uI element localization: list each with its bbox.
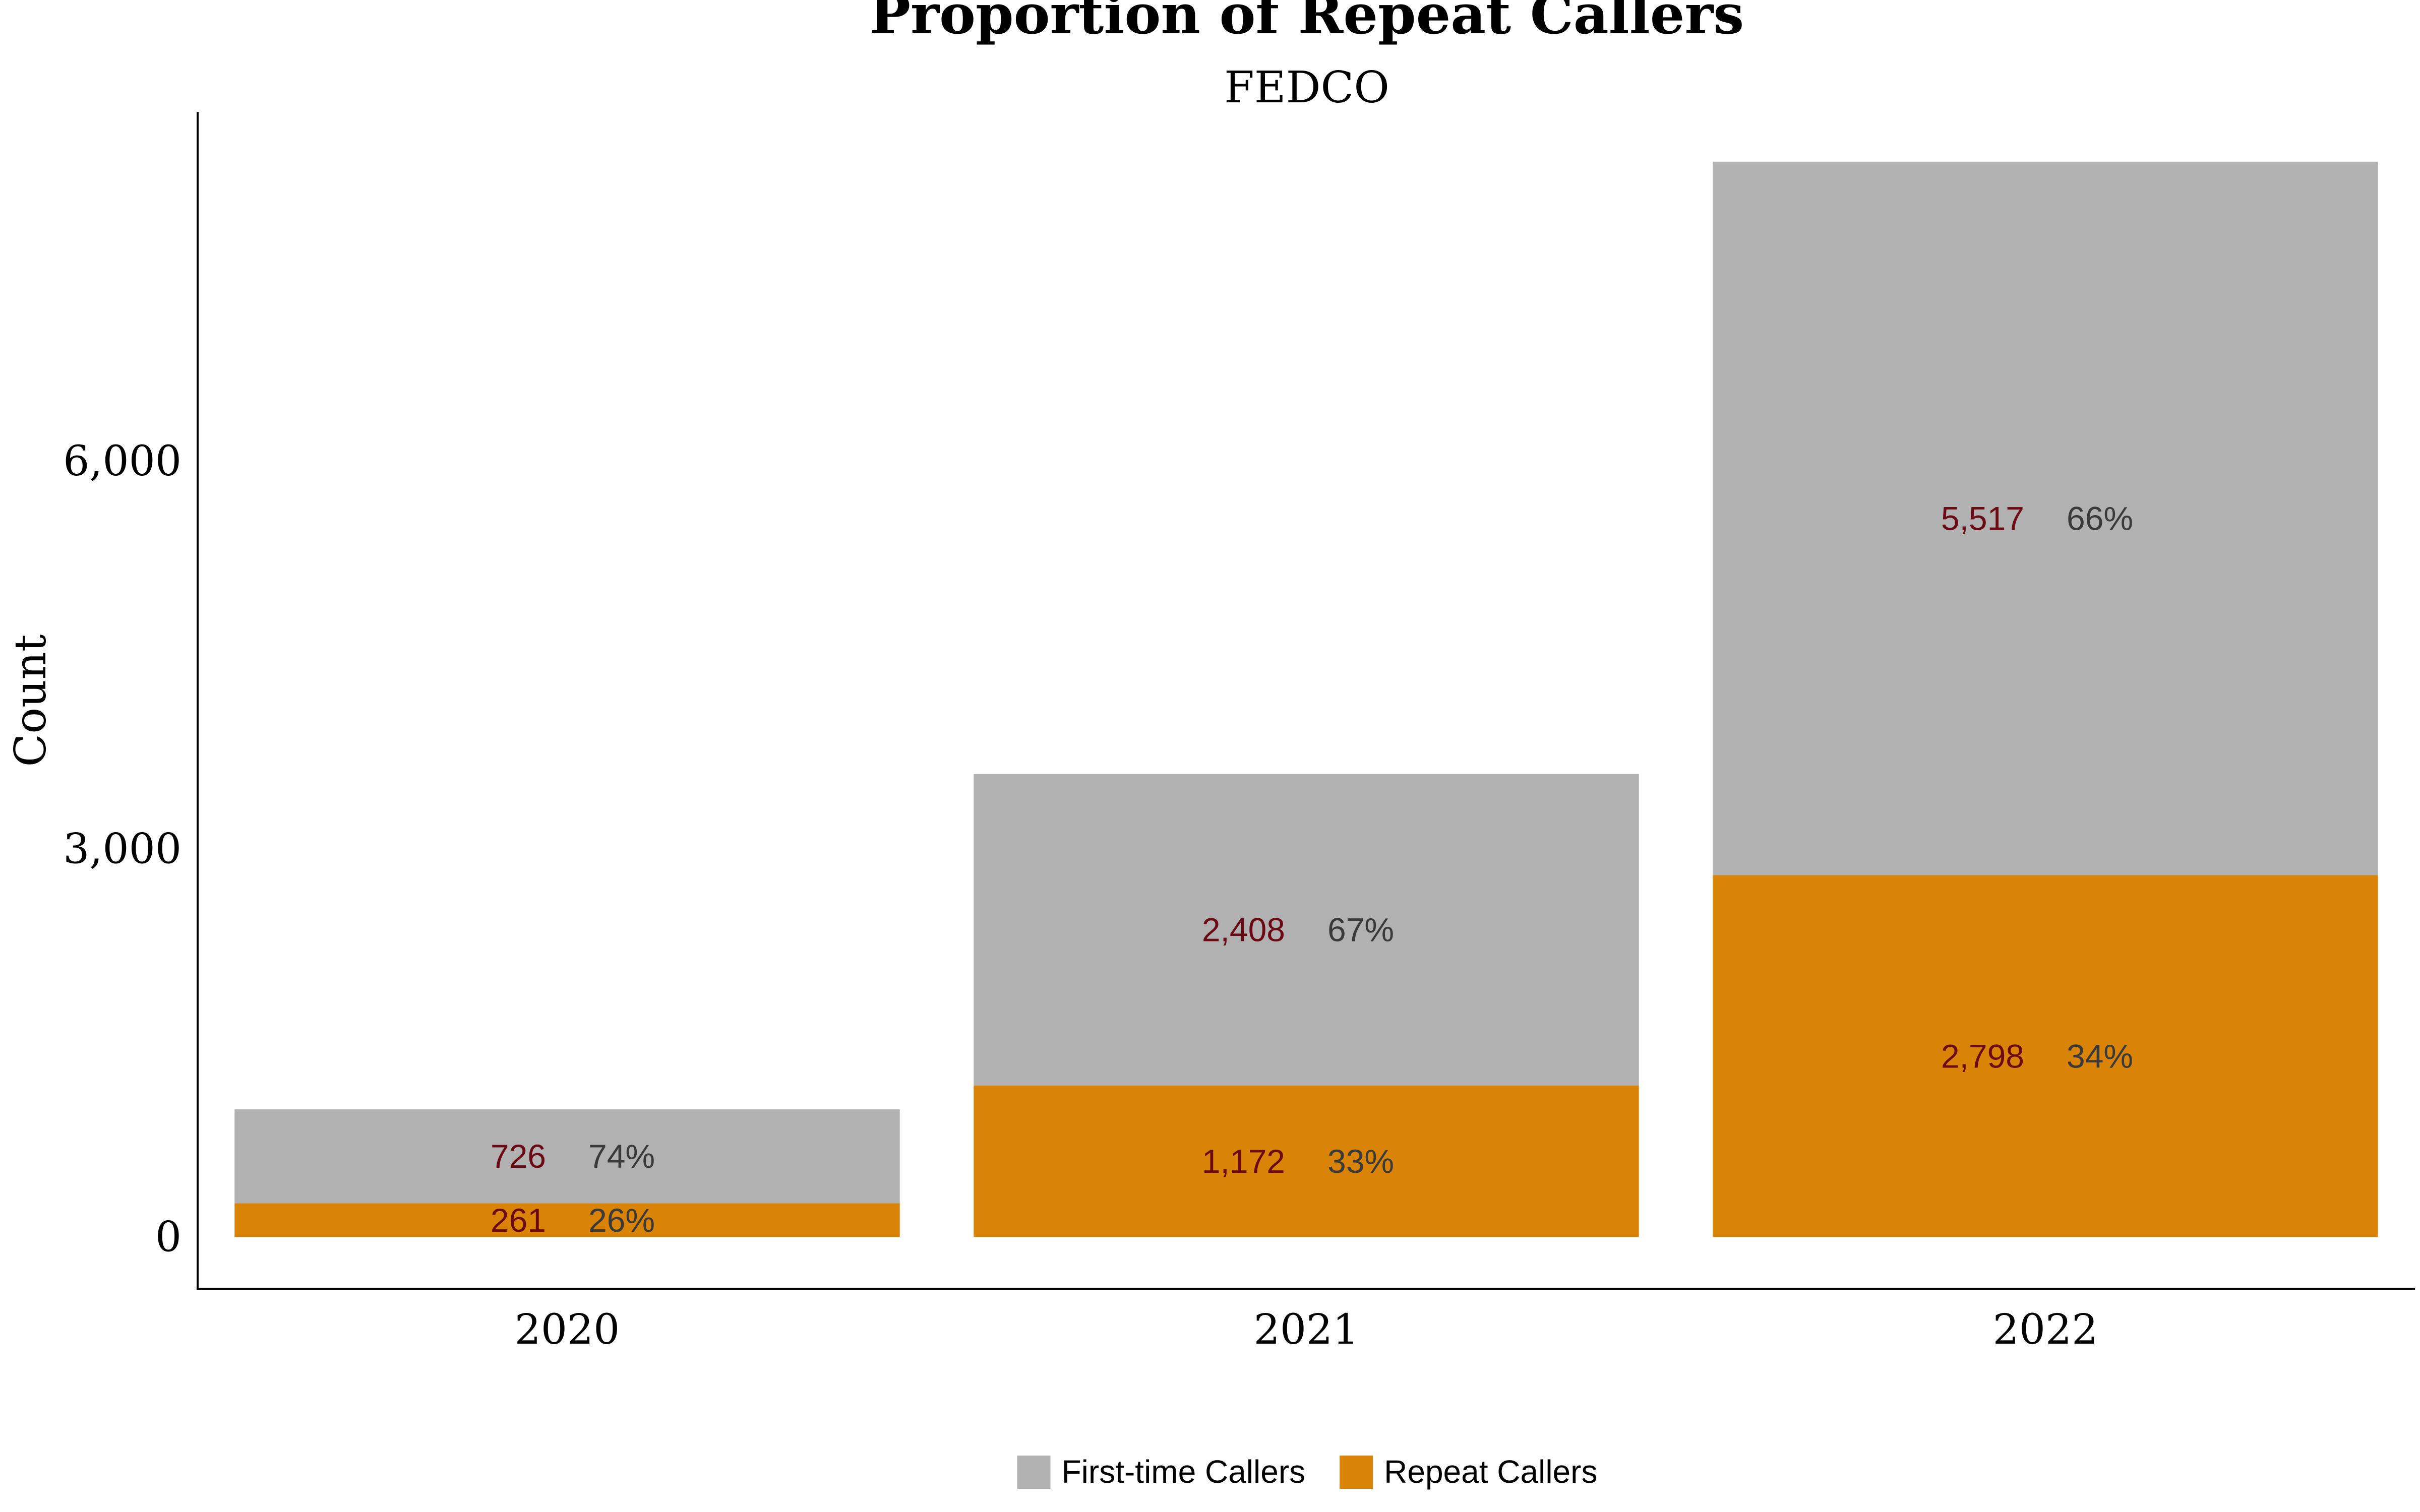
bar-percent-label: 33% (1327, 1143, 1394, 1180)
bar-value-label: 2,798 (1941, 1037, 2024, 1075)
bar-segment (1713, 875, 2378, 1237)
legend: First-time Callers Repeat Callers (1017, 1454, 1597, 1490)
bar-value-label: 261 (491, 1202, 546, 1239)
y-axis-label: Count (6, 635, 56, 767)
bar-percent-label: 67% (1327, 911, 1394, 949)
chart-subtitle: FEDCO (1224, 62, 1389, 113)
bar-labels-group: 261 26% 726 74% 1,172 33% 2,408 67% 2,798 34% 5,51… (491, 500, 2133, 1239)
bar-percent-label: 34% (2067, 1037, 2133, 1075)
x-tick-label: 2020 (515, 1306, 620, 1354)
y-tick-label: 0 (155, 1213, 182, 1261)
bar-value-label: 1,172 (1202, 1143, 1285, 1180)
legend-swatch (1340, 1456, 1373, 1489)
x-axis-ticks: 2020 2021 2022 (515, 1306, 2098, 1354)
bar-segment (974, 1085, 1639, 1237)
bar-segment (234, 1109, 900, 1204)
bar-percent-label: 74% (588, 1138, 655, 1175)
bars-group (234, 161, 2378, 1237)
bar-segment (1713, 161, 2378, 875)
bar-value-label: 2,408 (1202, 911, 1285, 949)
bar-segment (234, 1203, 900, 1237)
bar-value-label: 726 (491, 1138, 546, 1175)
bar-segment (974, 774, 1639, 1086)
bar-percent-label: 66% (2067, 500, 2133, 537)
y-tick-label: 3,000 (63, 826, 182, 873)
legend-label: First-time Callers (1062, 1454, 1306, 1490)
legend-swatch (1017, 1456, 1051, 1489)
bar-percent-label: 26% (588, 1202, 655, 1239)
bar-value-label: 5,517 (1941, 500, 2024, 537)
x-tick-label: 2021 (1254, 1306, 1359, 1354)
x-tick-label: 2022 (1993, 1306, 2098, 1354)
chart-title: Proportion of Repeat Callers (870, 0, 1744, 46)
y-axis-ticks: 0 3,000 6,000 (63, 437, 182, 1262)
y-tick-label: 6,000 (63, 437, 182, 485)
legend-label: Repeat Callers (1384, 1454, 1597, 1490)
